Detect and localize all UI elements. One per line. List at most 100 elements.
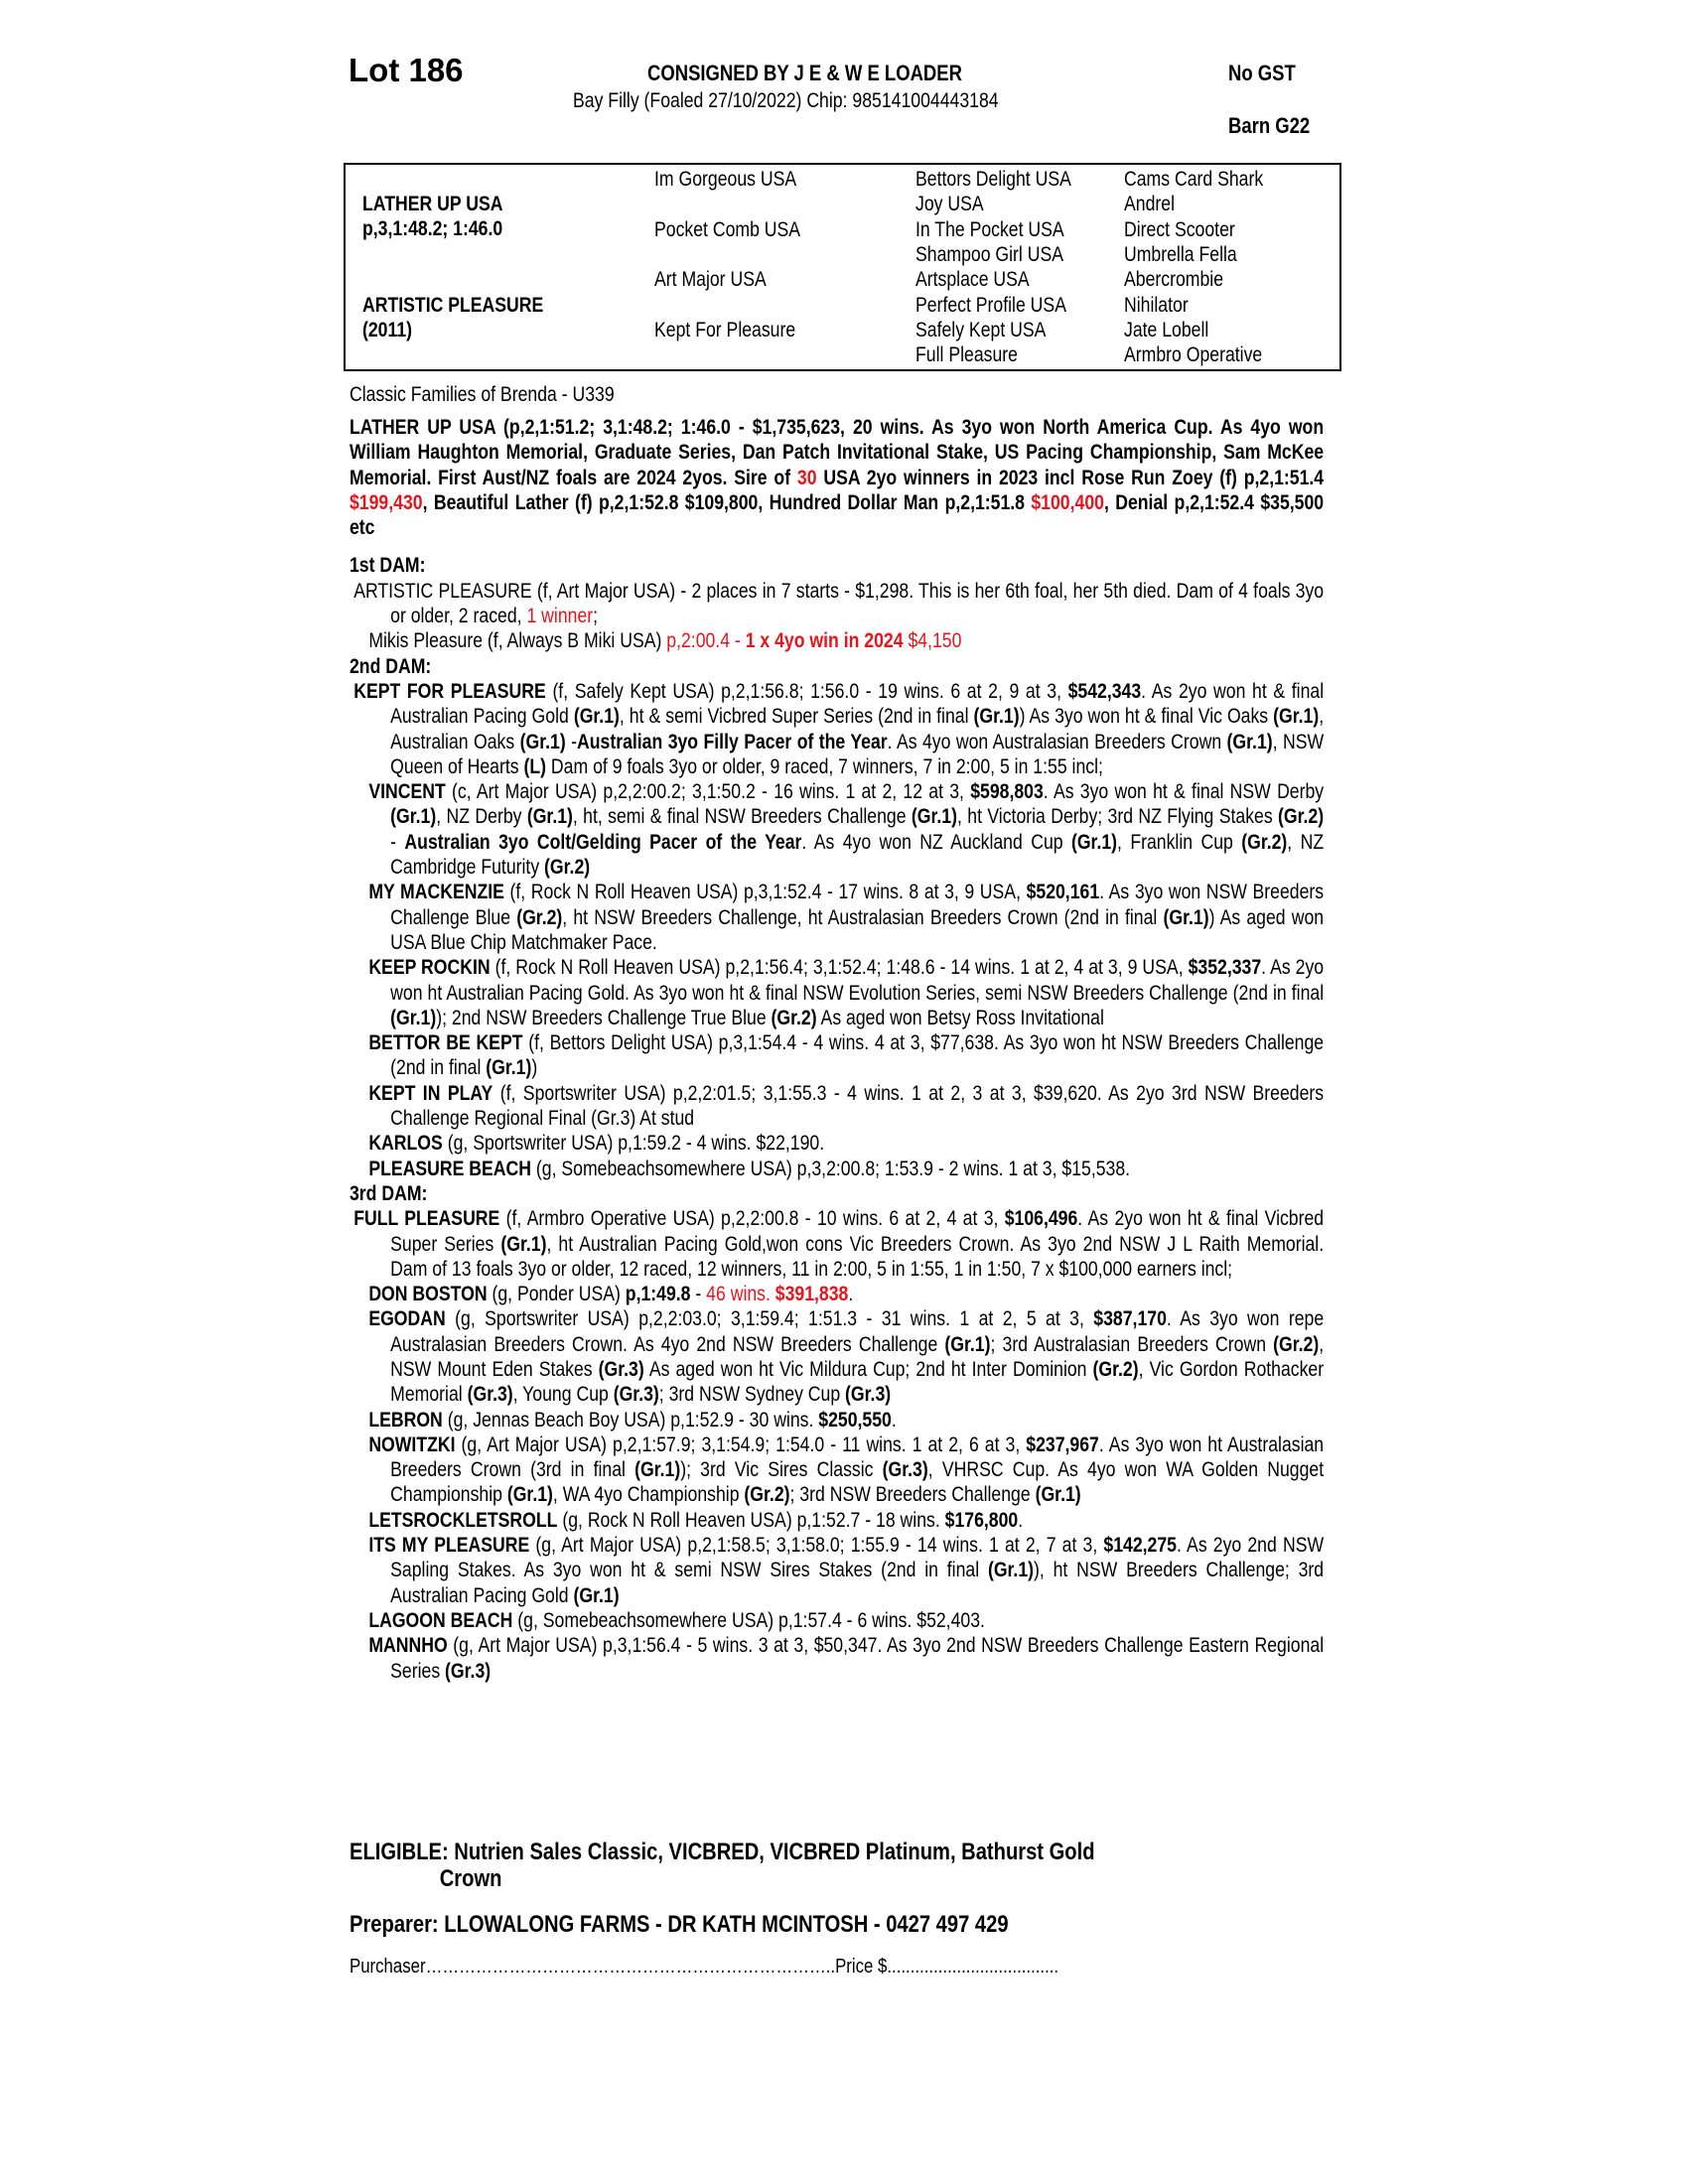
text-run: ; 3rd NSW Breeders Challenge: [789, 1483, 1036, 1507]
text-run: , NZ Cambridge Futurity: [390, 830, 1325, 880]
progeny-entry: LAGOON BEACH (g, Somebeachsomewhere USA)…: [350, 1608, 1324, 1633]
text-run: $106,496: [1004, 1207, 1078, 1231]
text-run: $199,430: [350, 490, 423, 514]
pedigree-sire-record: p,3,1:48.2; 1:46.0: [362, 217, 503, 240]
text-run: BETTOR BE KEPT: [368, 1031, 523, 1055]
text-run: $250,550: [818, 1408, 892, 1432]
text-run: (L): [523, 754, 547, 778]
barn-location: Barn G22: [1228, 113, 1311, 138]
text-run: (g, Somebeachsomewhere USA) p,3,2:00.8; …: [531, 1157, 1131, 1180]
pedigree-gen4-ancestor: Umbrella Fella: [1124, 242, 1237, 266]
pedigree-gen2-ancestor: Im Gorgeous USA: [654, 168, 797, 191]
text-run: (Gr.1): [973, 705, 1020, 729]
progeny-entry: BETTOR BE KEPT (f, Bettors Delight USA) …: [350, 1030, 1324, 1081]
horse-description: Bay Filly (Foaled 27/10/2022) Chip: 9851…: [573, 89, 999, 112]
pedigree-gen3-ancestor: Full Pleasure: [915, 343, 1018, 367]
text-run: . As 3yo won ht & final NSW Derby: [1043, 780, 1325, 804]
text-run: . As 2yo 2nd NSW Sapling Stakes. As 3yo …: [390, 1534, 1325, 1582]
text-run: -: [565, 730, 578, 753]
lot-number: Lot 186: [349, 52, 464, 88]
text-run: $387,170: [1093, 1307, 1167, 1331]
text-run: (Gr.3): [445, 1659, 492, 1683]
consignor: CONSIGNED BY J E & W E LOADER: [647, 61, 962, 85]
text-run: (g, Art Major USA) p,2,1:57.9; 3,1:54.9;…: [455, 1433, 1027, 1456]
text-run: Dam of 9 foals 3yo or older, 9 raced, 7 …: [546, 754, 1103, 778]
text-run: ): [531, 1056, 538, 1080]
text-run: p,1:49.8: [625, 1283, 691, 1306]
text-run: $520,161: [1026, 881, 1100, 904]
text-run: , ht Australian Pacing Gold,won cons Vic…: [390, 1232, 1325, 1281]
text-run: (f, Sportswriter USA) p,2,2:01.5; 3,1:55…: [390, 1081, 1325, 1131]
text-run: -: [390, 830, 405, 854]
eligible-list: Nutrien Sales Classic, VICBRED, VICBRED …: [454, 1839, 1095, 1865]
text-run: (Gr.1): [987, 1559, 1035, 1582]
text-run: , Denial p,2,1:52.4 $35,500 etc: [350, 490, 1325, 540]
text-run: (Gr.1): [573, 705, 620, 729]
text-run: . As 2yo won ht & final Australian Pacin…: [390, 679, 1325, 729]
text-run: ARTISTIC PLEASURE (f, Art Major USA) - 2…: [353, 579, 1325, 628]
text-run: , NZ Derby: [436, 805, 527, 829]
text-run: (Gr.1): [1070, 830, 1118, 854]
text-run: (Gr.2): [1092, 1357, 1139, 1381]
pedigree-notes: LATHER UP USA (p,2,1:51.2; 3,1:48.2; 1:4…: [350, 385, 1324, 1684]
progeny-entry: NOWITZKI (g, Art Major USA) p,2,1:57.9; …: [350, 1433, 1324, 1508]
text-run: (Gr.1): [390, 805, 437, 829]
text-run: ); 3rd Vic Sires Classic: [680, 1458, 883, 1482]
progeny-entry: VINCENT (c, Art Major USA) p,2,2:00.2; 3…: [350, 779, 1324, 880]
text-run: (Gr.1): [944, 1332, 991, 1356]
eligible-list-cont: Crown: [439, 1865, 502, 1892]
text-run: (Gr.1): [1163, 905, 1209, 929]
text-run: , Australian Oaks: [390, 705, 1325, 753]
text-run: 3rd DAM:: [350, 1181, 428, 1205]
text-run: (g, Somebeachsomewhere USA) p,1:57.4 - 6…: [512, 1608, 985, 1632]
text-run: Australian 3yo Colt/Gelding Pacer of the…: [404, 830, 802, 854]
pedigree-gen3-ancestor: Safely Kept USA: [915, 318, 1047, 341]
text-run: KEPT FOR PLEASURE: [353, 679, 546, 703]
text-run: (g, Rock N Roll Heaven USA) p,1:52.7 - 1…: [557, 1508, 945, 1532]
family-line: Classic Families of Brenda - U339: [350, 383, 615, 406]
text-run: . As 3yo won repe Australasian Breeders …: [390, 1307, 1325, 1356]
text-run: ) As 3yo won ht & final Vic Oaks: [1019, 705, 1274, 729]
text-run: (f, Safely Kept USA) p,2,1:56.8; 1:56.0 …: [545, 679, 1068, 703]
text-run: As aged won ht Vic Mildura Cup; 2nd ht I…: [643, 1357, 1093, 1381]
text-run: (Gr.3): [882, 1458, 928, 1482]
gst-status: No GST: [1228, 61, 1296, 85]
pedigree-gen2-ancestor: Pocket Comb USA: [654, 217, 801, 241]
progeny-entry: Mikis Pleasure (f, Always B Miki USA) p,…: [350, 628, 1324, 653]
text-run: (f, Armbro Operative USA) p,2,2:00.8 - 1…: [499, 1207, 1005, 1231]
pedigree-gen3-ancestor: Artsplace USA: [915, 268, 1030, 292]
text-run: As aged won Betsy Ross Invitational: [816, 1006, 1104, 1029]
progeny-entry: MY MACKENZIE (f, Rock N Roll Heaven USA)…: [350, 880, 1324, 955]
text-run: $542,343: [1067, 679, 1142, 703]
pedigree-gen3-ancestor: In The Pocket USA: [915, 217, 1064, 241]
text-run: (f, Rock N Roll Heaven USA) p,3,1:52.4 -…: [503, 881, 1027, 904]
text-run: $100,400: [1031, 490, 1104, 514]
text-run: $237,967: [1026, 1433, 1099, 1456]
progeny-entry: EGODAN (g, Sportswriter USA) p,2,2:03.0;…: [350, 1306, 1324, 1407]
text-run: 1 x 4yo win in 2024: [745, 629, 904, 653]
text-run: KEPT IN PLAY: [368, 1081, 493, 1105]
text-run: 1st DAM:: [350, 554, 426, 578]
text-run: (g, Sportswriter USA) p,2,2:03.0; 3,1:59…: [445, 1307, 1094, 1331]
pedigree-table: LATHER UP USA p,3,1:48.2; 1:46.0 ARTISTI…: [344, 163, 1341, 371]
text-run: LEBRON: [368, 1408, 443, 1432]
text-run: (Gr.1): [486, 1056, 532, 1080]
text-run: 30: [796, 466, 817, 489]
text-run: (g, Jennas Beach Boy USA) p,1:52.9 - 30 …: [442, 1408, 819, 1432]
text-run: ITS MY PLEASURE: [368, 1534, 530, 1558]
text-run: . As 3yo won ht Australasian Breeders Cr…: [390, 1433, 1325, 1482]
text-run: , Young Cup: [512, 1383, 614, 1407]
text-run: (Gr.2): [1273, 1332, 1320, 1356]
text-run: FULL PLEASURE: [353, 1207, 500, 1231]
text-run: KEEP ROCKIN: [368, 956, 491, 980]
text-run: , Vic Gordon Rothacker Memorial: [390, 1357, 1325, 1407]
text-run: , WA 4yo Championship: [552, 1483, 745, 1507]
text-run: , Franklin Cup: [1117, 830, 1242, 854]
text-run: USA 2yo winners in 2023 incl Rose Run Zo…: [816, 466, 1325, 489]
text-run: (Gr.2): [1241, 830, 1288, 854]
text-run: .: [1018, 1508, 1024, 1532]
dam-entry: ARTISTIC PLEASURE (f, Art Major USA) - 2…: [350, 579, 1324, 629]
text-run: NOWITZKI: [368, 1433, 456, 1456]
text-run: (Gr.3): [598, 1357, 644, 1381]
progeny-entry: ITS MY PLEASURE (g, Art Major USA) p,2,1…: [350, 1533, 1324, 1608]
